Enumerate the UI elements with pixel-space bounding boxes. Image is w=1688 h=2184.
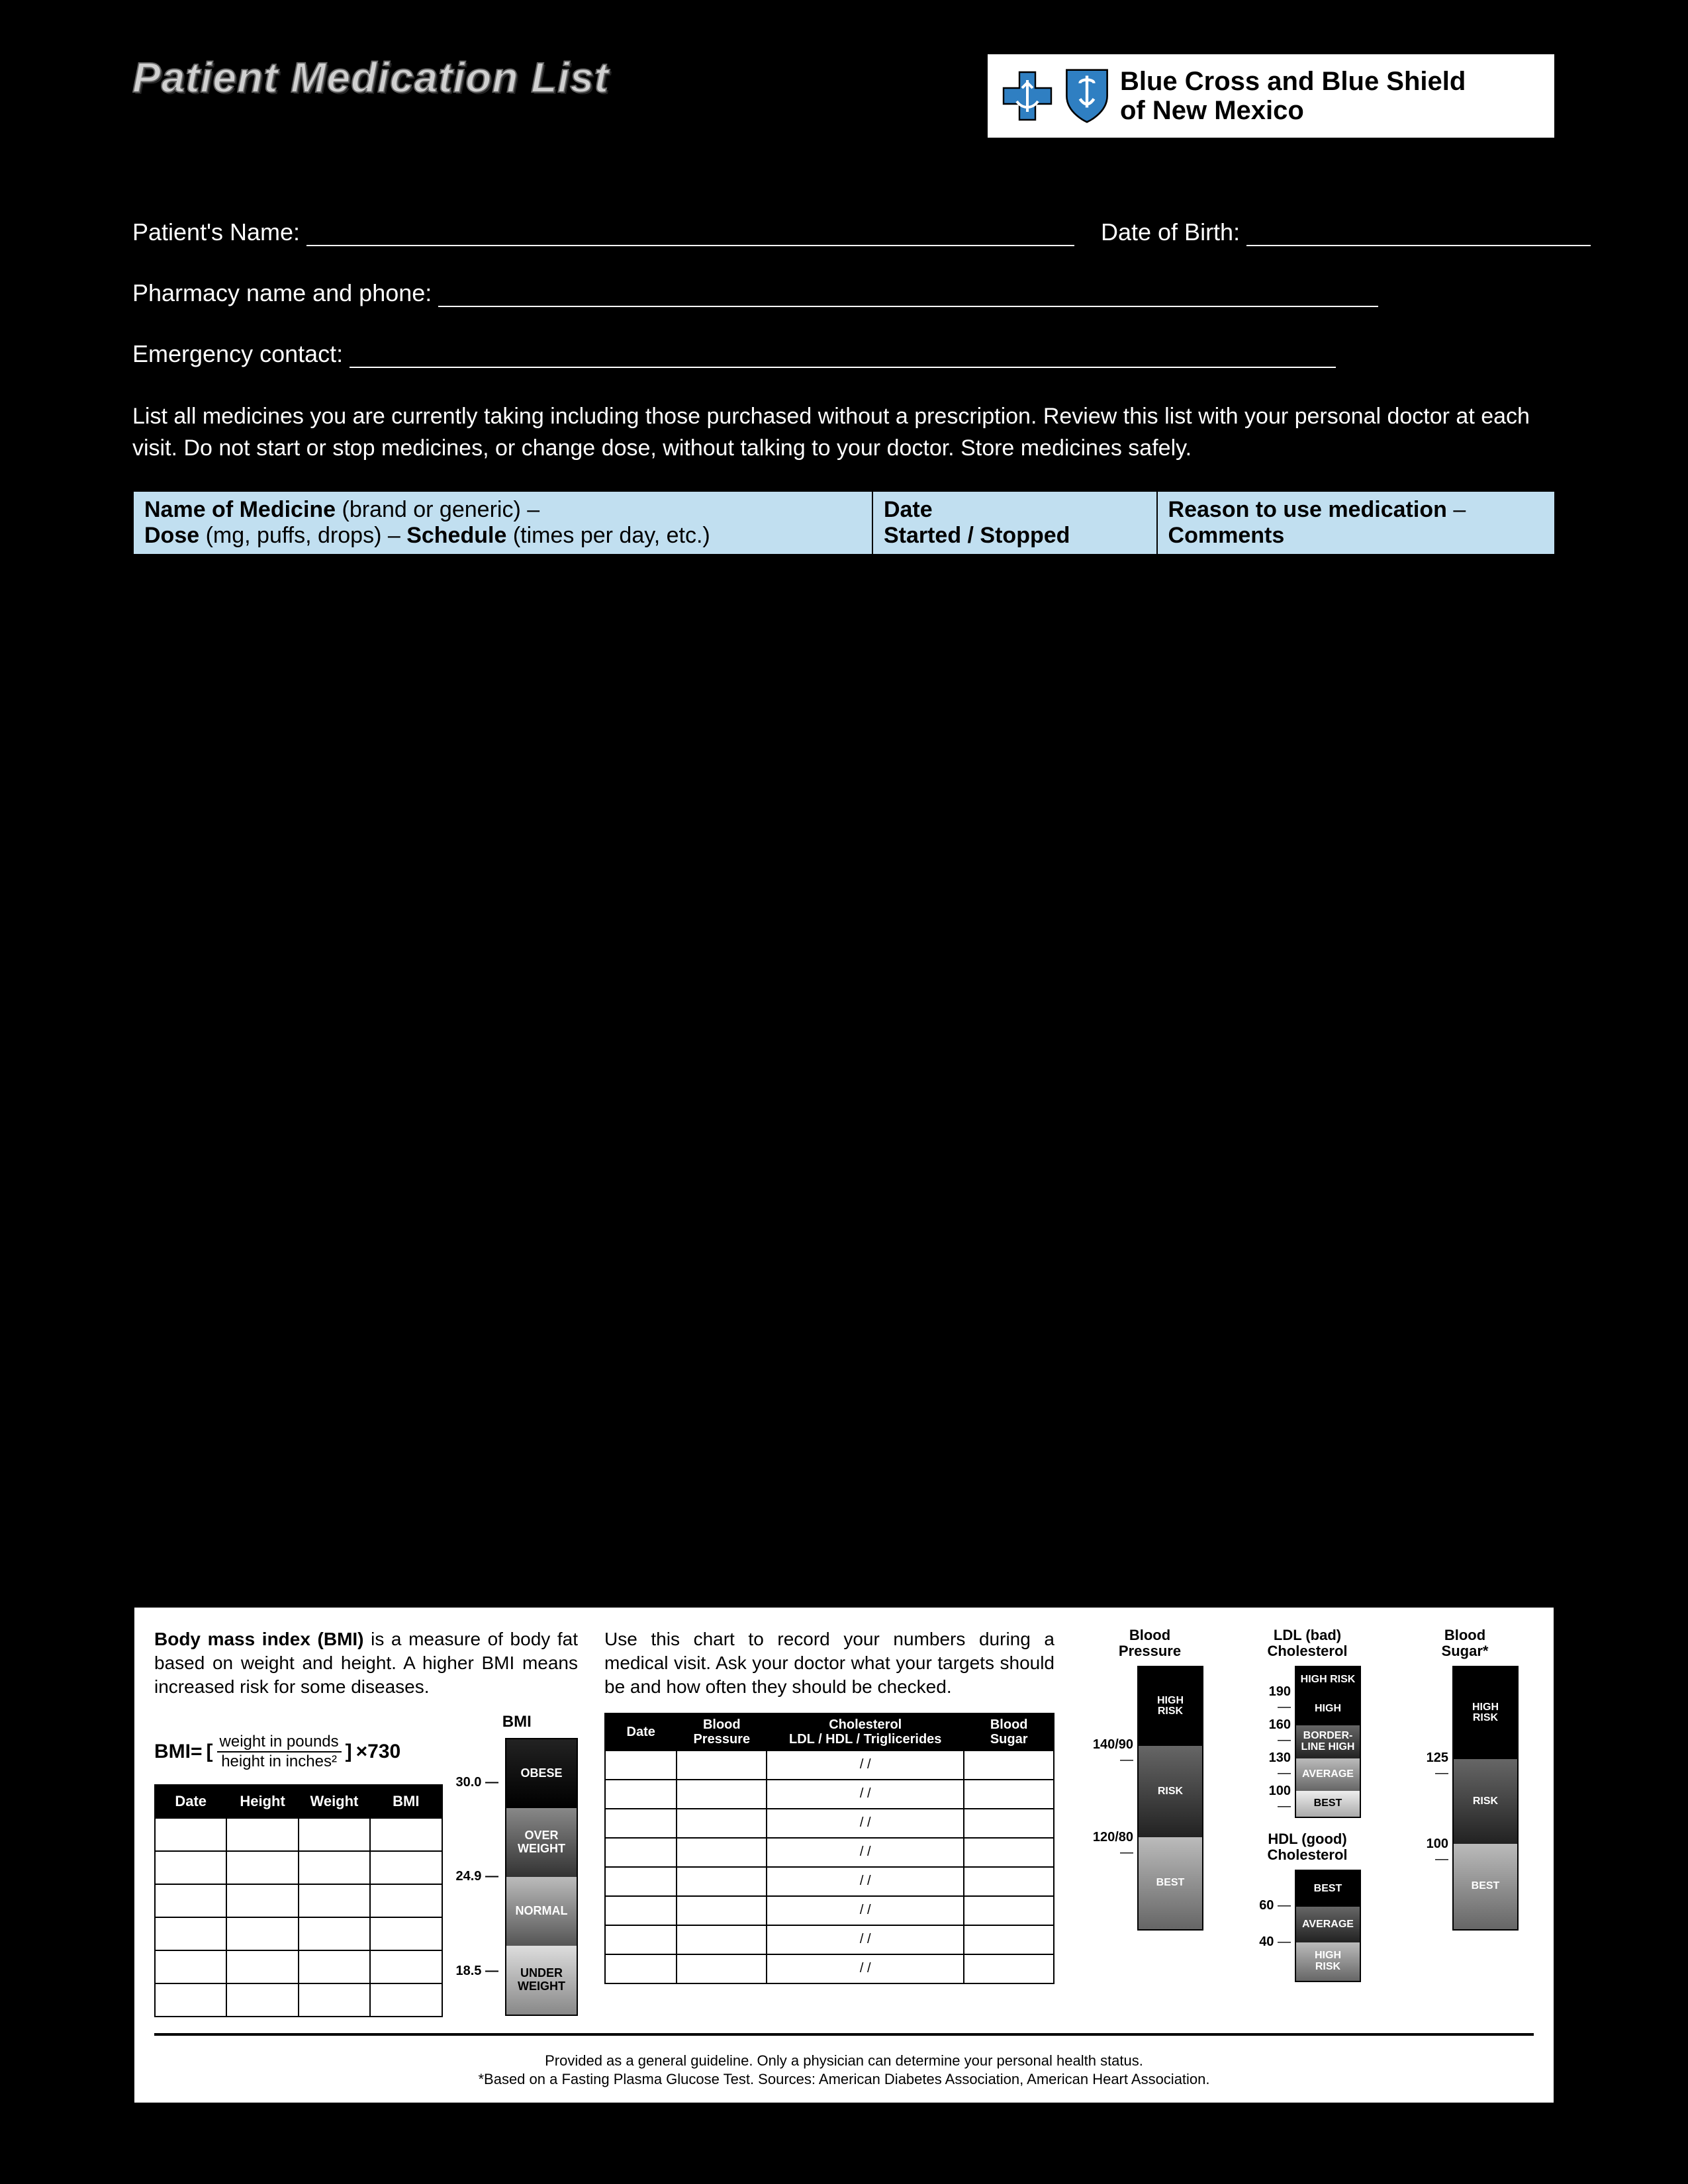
vitals-log-table[interactable]: DateBlood PressureCholesterol LDL / HDL …: [604, 1713, 1055, 1984]
table-row[interactable]: / /: [605, 1867, 1054, 1896]
table-row[interactable]: [133, 1005, 1555, 1050]
med-col-date: DateStarted / Stopped: [872, 491, 1157, 555]
blue-cross-icon: [1001, 69, 1054, 122]
blue-shield-icon: [1064, 66, 1110, 126]
table-row[interactable]: [133, 690, 1555, 735]
risk-gauges: Blood Pressure140/90120/80HIGH RISKRISKB…: [1081, 1627, 1534, 2017]
bmi-scale: OBESEOVER WEIGHTNORMALUNDER WEIGHT: [505, 1738, 578, 2016]
table-row[interactable]: / /: [605, 1780, 1054, 1809]
table-row[interactable]: / /: [605, 1954, 1054, 1983]
table-row[interactable]: / /: [605, 1896, 1054, 1925]
table-row[interactable]: [133, 645, 1555, 690]
gauge-blood-sugar: Blood Sugar*125100HIGH RISKRISKBEST: [1411, 1627, 1519, 2017]
emergency-input[interactable]: [350, 344, 1336, 368]
bmi-scale-title: BMI: [456, 1713, 579, 1731]
table-row[interactable]: [133, 870, 1555, 915]
patient-name-input[interactable]: [306, 222, 1074, 246]
table-row[interactable]: [133, 915, 1555, 960]
emergency-field[interactable]: Emergency contact:: [132, 340, 1336, 368]
pharmacy-label: Pharmacy name and phone:: [132, 279, 432, 307]
med-col-reason: Reason to use medication –Comments: [1157, 491, 1555, 555]
brand-text: Blue Cross and Blue Shield of New Mexico: [1120, 67, 1466, 125]
footnote: Provided as a general guideline. Only a …: [154, 2052, 1534, 2089]
table-row[interactable]: [155, 1950, 442, 1983]
patient-name-field[interactable]: Patient's Name:: [132, 218, 1074, 246]
brand-logo: Blue Cross and Blue Shield of New Mexico: [986, 53, 1556, 139]
table-row[interactable]: / /: [605, 1809, 1054, 1838]
med-col-name: Name of Medicine (brand or generic) – Do…: [133, 491, 872, 555]
vitals-description: Use this chart to record your numbers du…: [604, 1627, 1055, 1700]
table-row[interactable]: [133, 555, 1555, 600]
bmi-scale-ticks: 30.024.918.5: [456, 1738, 499, 2016]
bmi-description: Body mass index (BMI) is a measure of bo…: [154, 1627, 578, 1700]
pharmacy-input[interactable]: [438, 283, 1378, 307]
table-row[interactable]: / /: [605, 1925, 1054, 1954]
table-row[interactable]: [133, 1050, 1555, 1095]
table-row[interactable]: [133, 825, 1555, 870]
health-metrics-panel: Body mass index (BMI) is a measure of bo…: [132, 1606, 1556, 2105]
table-row[interactable]: [155, 1851, 442, 1884]
bmi-log-table[interactable]: DateHeightWeightBMI: [154, 1784, 443, 2017]
table-row[interactable]: [133, 735, 1555, 780]
table-row[interactable]: / /: [605, 1838, 1054, 1867]
gauge-blood-pressure: Blood Pressure140/90120/80HIGH RISKRISKB…: [1096, 1627, 1203, 2017]
pharmacy-field[interactable]: Pharmacy name and phone:: [132, 279, 1378, 307]
medication-table: Name of Medicine (brand or generic) – Do…: [132, 490, 1556, 1095]
instructions-text: List all medicines you are currently tak…: [132, 401, 1556, 464]
dob-field[interactable]: Date of Birth:: [1101, 218, 1591, 246]
patient-name-label: Patient's Name:: [132, 218, 300, 246]
table-row[interactable]: / /: [605, 1751, 1054, 1780]
page-title: Patient Medication List: [132, 53, 609, 102]
table-row[interactable]: [133, 960, 1555, 1005]
table-row[interactable]: [155, 1983, 442, 2017]
bmi-formula: BMI=[ weight in poundsheight in inches² …: [154, 1733, 443, 1771]
gauge-hdl-cholesterol: HDL (good) Cholesterol6040BESTAVERAGEHIG…: [1254, 1831, 1361, 1982]
dob-label: Date of Birth:: [1101, 218, 1240, 246]
table-row[interactable]: [133, 780, 1555, 825]
emergency-label: Emergency contact:: [132, 340, 343, 368]
table-row[interactable]: [155, 1884, 442, 1917]
dob-input[interactable]: [1246, 222, 1591, 246]
gauge-ldl-cholesterol: LDL (bad) Cholesterol190160130100HIGH RI…: [1254, 1627, 1361, 1818]
table-row[interactable]: [155, 1917, 442, 1950]
table-row[interactable]: [155, 1818, 442, 1851]
table-row[interactable]: [133, 600, 1555, 645]
